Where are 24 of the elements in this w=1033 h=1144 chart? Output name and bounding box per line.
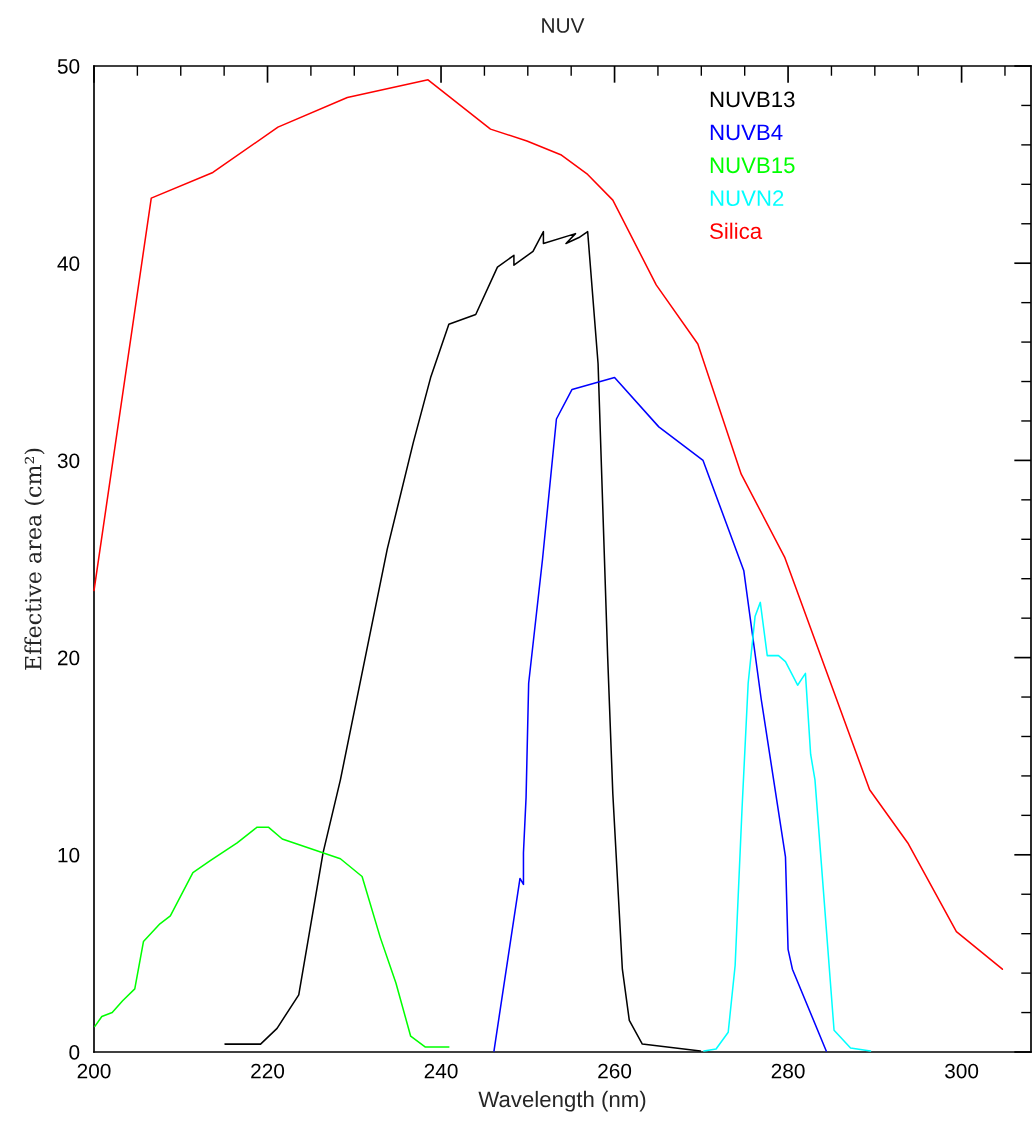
y-tick-label: 0 — [69, 1045, 80, 1060]
line-series — [493, 376, 828, 1052]
text: Silica — [710, 222, 763, 239]
chart-title: NUV — [542, 18, 585, 33]
line-series — [703, 601, 872, 1052]
x-tick-label: 240 — [424, 1063, 458, 1079]
y-tick-label: 40 — [57, 256, 80, 271]
y-tick-label: 10 — [58, 847, 80, 863]
y-tick-label: 50 — [57, 59, 80, 74]
x-axis-title: Wavelength (nm) — [478, 1090, 646, 1112]
line-series — [93, 79, 1004, 970]
y-axis-title: Effective area (cm²) — [24, 448, 45, 670]
legend-label: NUVB13 — [710, 91, 795, 108]
x-tick-label: 200 — [77, 1063, 111, 1079]
text: NUVB15 — [710, 157, 795, 174]
y-tick-label: 30 — [57, 453, 80, 469]
x-tick-label: 300 — [945, 1063, 979, 1079]
x-tick-label: 260 — [598, 1063, 632, 1079]
line-series — [94, 826, 450, 1048]
x-tick-label: 220 — [251, 1063, 285, 1079]
text: NUVN2 — [710, 190, 784, 207]
text: NUVB4 — [710, 124, 783, 141]
y-tick-label: 20 — [57, 650, 80, 666]
x-tick-label: 280 — [771, 1063, 805, 1079]
